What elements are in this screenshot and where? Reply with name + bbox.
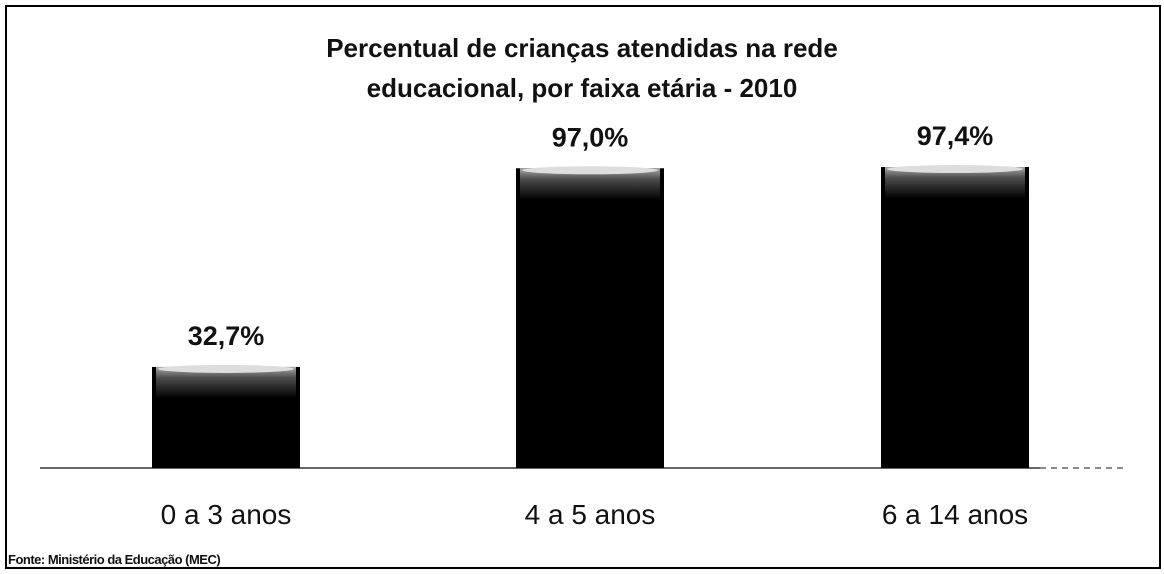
value-label: 97,0% — [552, 122, 629, 152]
chart-frame — [5, 5, 1161, 569]
bar-highlight — [520, 168, 660, 259]
bar-highlight — [156, 366, 296, 457]
bar-cap — [522, 166, 658, 175]
chart-title: Percentual de crianças atendidas na rede… — [326, 33, 838, 103]
x-tick-label: 0 a 3 anos — [161, 499, 292, 530]
x-tick-label: 4 a 5 anos — [525, 499, 656, 530]
bar-cap — [158, 364, 294, 373]
bar-cap — [887, 165, 1023, 174]
value-label: 97,4% — [917, 121, 994, 151]
x-tick-label: 6 a 14 anos — [882, 499, 1028, 530]
source-note: Fonte: Ministério da Educação (MEC) — [8, 552, 221, 567]
value-label: 32,7% — [188, 321, 265, 351]
bar-highlight — [885, 167, 1025, 258]
